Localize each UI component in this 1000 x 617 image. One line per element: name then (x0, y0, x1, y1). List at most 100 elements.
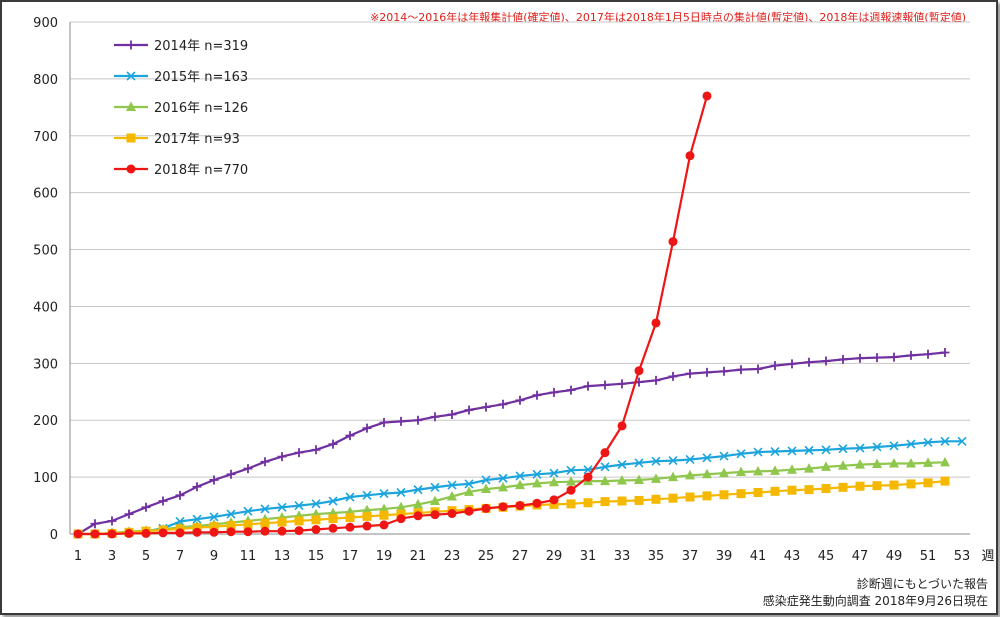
data-point (583, 381, 593, 391)
data-point (498, 473, 508, 483)
data-point (413, 415, 423, 425)
data-point (906, 439, 916, 449)
data-point (872, 442, 882, 452)
data-point (702, 468, 712, 479)
data-point (243, 527, 253, 537)
data-point (668, 371, 678, 381)
data-point (532, 469, 542, 479)
data-point (277, 517, 287, 527)
data-point (957, 436, 967, 446)
data-point (294, 500, 304, 511)
data-point (209, 522, 219, 532)
data-point (889, 352, 899, 362)
legend-marker-1 (126, 40, 136, 50)
data-point (600, 475, 610, 486)
series-line-4 (78, 480, 946, 536)
data-point (668, 456, 678, 466)
data-point (260, 457, 270, 467)
x-tick-label: 23 (444, 549, 461, 564)
data-point (124, 509, 134, 519)
data-point (787, 359, 797, 369)
legend-label-2: 2015年 n=163 (154, 70, 248, 85)
data-point (430, 495, 440, 506)
data-point (345, 431, 355, 441)
data-point (736, 365, 746, 375)
legend-label-3: 2016年 n=126 (154, 101, 248, 116)
data-point (311, 445, 321, 455)
data-point (821, 461, 831, 471)
data-point (855, 443, 865, 453)
legend-marker-2 (126, 71, 136, 81)
data-point (685, 492, 695, 502)
data-point (668, 237, 678, 247)
data-point (515, 471, 525, 481)
data-point (481, 503, 491, 513)
data-point (192, 482, 202, 492)
data-point (515, 501, 525, 511)
x-tick-label: 37 (682, 549, 699, 564)
x-tick-label: 53 (954, 549, 971, 564)
x-tick-label: 5 (142, 549, 150, 564)
data-point (889, 441, 899, 451)
data-point (634, 458, 644, 468)
data-point (379, 417, 389, 427)
x-tick-label: 13 (274, 549, 291, 564)
data-point (719, 451, 729, 461)
x-tick-label: 43 (784, 549, 801, 564)
y-tick-label: 100 (33, 471, 58, 486)
data-point (617, 496, 627, 506)
data-point (396, 416, 406, 426)
data-point (872, 458, 882, 469)
data-point (719, 366, 729, 376)
data-point (209, 475, 219, 485)
data-point (719, 467, 729, 478)
data-point (685, 454, 695, 465)
legend-label-4: 2017年 n=93 (154, 132, 240, 147)
data-point (498, 399, 508, 409)
x-tick-label: 27 (512, 549, 529, 564)
data-point (464, 506, 474, 516)
data-point (651, 494, 661, 504)
data-point (107, 529, 117, 539)
data-point (209, 527, 219, 537)
data-point (396, 509, 406, 519)
data-point (770, 446, 780, 457)
data-point (328, 496, 338, 506)
data-point (940, 476, 950, 486)
data-point (872, 353, 882, 363)
data-point (73, 529, 83, 539)
data-point (175, 490, 185, 500)
data-point (192, 523, 202, 533)
data-point (702, 491, 712, 501)
legend-label-5: 2018年 n=770 (154, 163, 248, 178)
data-point (804, 485, 814, 495)
data-point (549, 387, 559, 397)
data-point (923, 478, 933, 488)
data-point (396, 487, 406, 498)
data-point (838, 482, 848, 492)
data-point (345, 522, 355, 532)
data-point (362, 521, 372, 531)
data-point (923, 457, 933, 467)
x-tick-label: 1 (74, 549, 82, 564)
y-tick-label: 300 (33, 357, 58, 372)
data-point (481, 483, 491, 494)
data-point (787, 446, 797, 456)
data-point (277, 452, 287, 462)
data-point (702, 453, 712, 463)
data-point (328, 439, 338, 449)
data-point (549, 495, 559, 505)
data-point (566, 385, 576, 395)
data-point (226, 527, 236, 537)
x-tick-label: 19 (376, 549, 393, 564)
y-tick-label: 200 (33, 414, 58, 429)
data-point (617, 475, 627, 485)
y-tick-label: 600 (33, 187, 58, 202)
data-point (447, 490, 457, 501)
data-point (175, 528, 185, 538)
data-point (498, 502, 508, 512)
data-point (260, 504, 270, 514)
data-point (464, 405, 474, 415)
